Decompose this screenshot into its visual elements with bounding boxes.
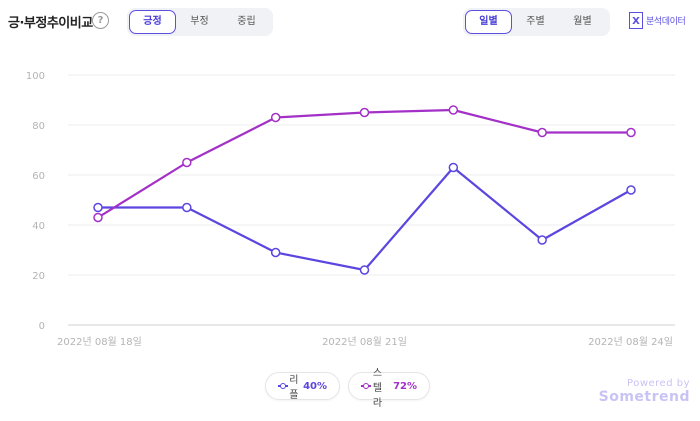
y-tick-label: 80: [32, 121, 45, 132]
legend-marker-icon: [361, 381, 371, 391]
legend-marker-icon: [278, 381, 289, 391]
series-line: [98, 166, 632, 272]
x-tick-label: 2022년 08월 24일: [588, 336, 673, 348]
data-point: [270, 247, 281, 258]
chart-grid: [68, 74, 675, 326]
data-point: [448, 162, 459, 173]
data-point: [182, 202, 192, 213]
y-tick-label: 60: [32, 171, 45, 182]
series-line: [97, 108, 631, 219]
x-tick-label: 2022년 08월 21일: [322, 336, 407, 348]
legend-series-name: 스텔라: [372, 367, 383, 409]
header: 긍·부정추이비교 ? 긍정 부정 중립 일별 주별 월별 X 분석데이터: [0, 0, 700, 44]
y-axis-ticks: 0 20 40 60 80 100: [26, 71, 45, 332]
y-tick-label: 40: [32, 221, 45, 232]
series-lines: [97, 108, 632, 272]
y-tick-label: 20: [32, 271, 45, 282]
tab-monthly[interactable]: 월별: [573, 16, 592, 27]
data-point: [93, 212, 103, 223]
powered-by-logo: Powered by Sometrend: [599, 378, 690, 405]
series-points: [93, 105, 636, 275]
x-tick-label: 2022년 08월 18일: [57, 336, 142, 348]
data-point: [626, 127, 636, 138]
page-title: 긍·부정추이비교: [8, 16, 93, 31]
tab-positive[interactable]: 긍정: [129, 10, 176, 34]
download-data-button[interactable]: X 분석데이터: [629, 12, 686, 29]
tab-weekly[interactable]: 주별: [526, 16, 545, 27]
data-point: [359, 265, 370, 275]
help-icon[interactable]: ?: [92, 12, 109, 29]
data-point: [359, 107, 370, 118]
excel-icon: X: [629, 12, 643, 29]
legend-series-percent: 72%: [393, 380, 417, 392]
powered-by-text: Powered by: [627, 378, 690, 389]
data-point: [626, 185, 636, 195]
y-tick-label: 0: [39, 321, 45, 332]
brand-name: Sometrend: [598, 389, 690, 405]
legend-series-name: 리플: [289, 375, 299, 401]
legend-item-ripple[interactable]: 리플 40%: [265, 372, 340, 401]
tab-negative[interactable]: 부정: [190, 16, 209, 27]
tab-neutral[interactable]: 중립: [237, 16, 256, 27]
data-point: [537, 127, 547, 138]
x-axis-ticks: 2022년 08월 18일 2022년 08월 21일 2022년 08월 24일: [57, 336, 673, 348]
sentiment-toggle: 긍정 부정 중립: [127, 8, 273, 36]
data-point: [270, 112, 281, 123]
legend-series-percent: 40%: [303, 380, 327, 392]
download-data-label: 분석데이터: [646, 17, 686, 27]
data-point: [93, 202, 103, 213]
legend-item-stellar[interactable]: 스텔라 72%: [348, 368, 430, 409]
data-point: [448, 105, 459, 115]
y-tick-label: 100: [26, 71, 45, 82]
data-point: [182, 157, 192, 168]
tab-daily[interactable]: 일별: [465, 10, 512, 34]
period-toggle: 일별 주별 월별: [463, 8, 610, 36]
data-point: [537, 235, 547, 245]
